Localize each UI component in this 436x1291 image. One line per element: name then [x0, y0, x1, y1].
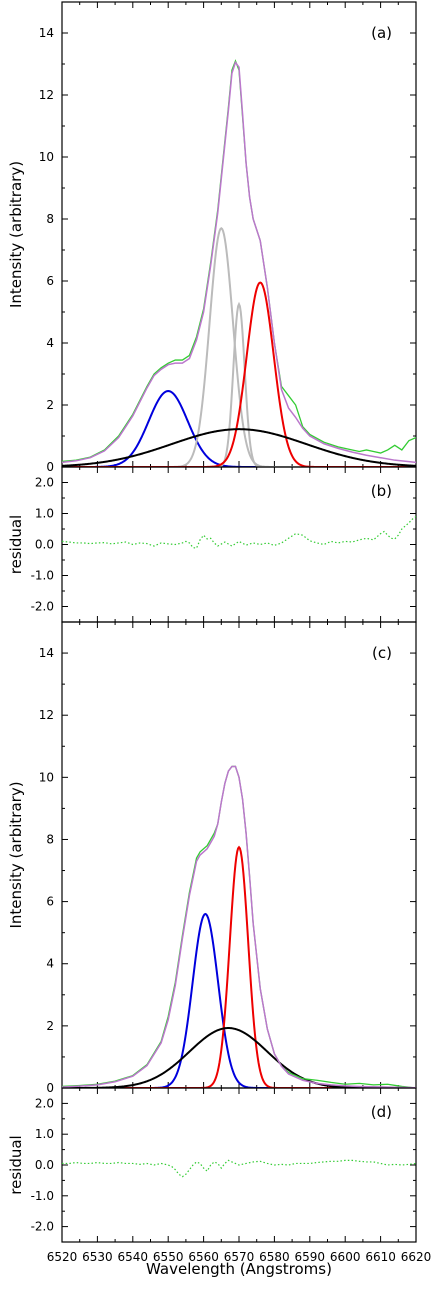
y-tick-label: 12	[39, 88, 54, 102]
panel-c: 0 2 4 6 8 10 12 14 (c) Intensity (arbitrary)	[7, 621, 417, 1095]
y-tick-label: 0.0	[35, 538, 54, 552]
fit-total-line	[62, 60, 416, 464]
y-tick-label: 1.0	[35, 1127, 54, 1141]
x-tick-label: 6520	[47, 1250, 78, 1264]
y-axis-title: residual	[7, 1135, 25, 1194]
x-tick-label: 6560	[188, 1250, 219, 1264]
y-tick-label: -1.0	[31, 569, 54, 583]
y-tick-label: 2	[46, 1019, 54, 1033]
x-tick-label: 6580	[259, 1250, 290, 1264]
y-tick-label: 2.0	[35, 1096, 54, 1110]
y-tick-label: -1.0	[31, 1189, 54, 1203]
x-tick-label: 6620	[401, 1250, 432, 1264]
y-tick-label: 6	[46, 895, 54, 909]
y-tick-label: 0.0	[35, 1158, 54, 1172]
panel-label: (a)	[371, 24, 392, 42]
plot-area	[62, 59, 416, 467]
panel-b: 2.0 1.0 0.0 -1.0 -2.0 (b) residual	[7, 466, 417, 623]
y-tick-label: 0	[46, 460, 54, 474]
component-curve	[62, 1027, 416, 1088]
y-tick-label: 14	[39, 26, 54, 40]
x-tick-label: 6530	[82, 1250, 113, 1264]
y-tick-label: 0	[46, 1081, 54, 1095]
component-curve	[62, 227, 416, 467]
panel-frame	[61, 621, 417, 1089]
fit-total-line	[62, 765, 416, 1088]
y-tick-label: 10	[39, 770, 54, 784]
panel-d: 2.0 1.0 0.0 -1.0 -2.0 (d) residual 6520 6530 6540…	[7, 1087, 432, 1278]
y-tick-label: -2.0	[31, 1220, 54, 1234]
x-tick-label: 6590	[295, 1250, 326, 1264]
y-tick-label: 4	[46, 336, 54, 350]
plot-area	[62, 516, 416, 549]
y-tick-label: -2.0	[31, 600, 54, 614]
x-tick-label: 6550	[153, 1250, 184, 1264]
panel-frame	[61, 466, 417, 623]
component-curve	[62, 845, 416, 1088]
residual-line	[62, 1159, 416, 1178]
x-tick-label: 6600	[330, 1250, 361, 1264]
panel-label: (c)	[372, 644, 392, 662]
y-tick-label: 2.0	[35, 476, 54, 490]
panel-label: (d)	[371, 1103, 392, 1121]
y-tick-label: 1.0	[35, 507, 54, 521]
y-axis-title: residual	[7, 515, 25, 574]
y-tick-label: 10	[39, 150, 54, 164]
y-axis-title: Intensity (arbitrary)	[7, 161, 25, 308]
component-curve	[62, 301, 416, 467]
plot-area	[62, 1159, 416, 1178]
observed-spectrum-line	[62, 765, 416, 1088]
component-curve	[62, 428, 416, 467]
y-tick-label: 6	[46, 274, 54, 288]
y-axis-title: Intensity (arbitrary)	[7, 781, 25, 928]
y-tick-label: 8	[46, 832, 54, 846]
observed-spectrum-line	[62, 59, 416, 463]
plot-area	[62, 765, 416, 1088]
y-tick-label: 8	[46, 212, 54, 226]
y-tick-label: 14	[39, 646, 54, 660]
panel-a: 0 2 4 6 8 10 12 14 (a) Intensity (arbitrary)	[7, 1, 417, 474]
component-curve	[62, 281, 416, 467]
x-tick-label: 6570	[224, 1250, 255, 1264]
residual-line	[62, 516, 416, 549]
y-tick-label: 4	[46, 957, 54, 971]
x-tick-label: 6610	[365, 1250, 396, 1264]
y-tick-label: 2	[46, 398, 54, 412]
x-axis-title: Wavelength (Angstroms)	[146, 1260, 332, 1278]
panel-label: (b)	[371, 482, 392, 500]
y-tick-label: 12	[39, 708, 54, 722]
x-tick-label: 6540	[118, 1250, 149, 1264]
component-curve	[62, 912, 416, 1088]
